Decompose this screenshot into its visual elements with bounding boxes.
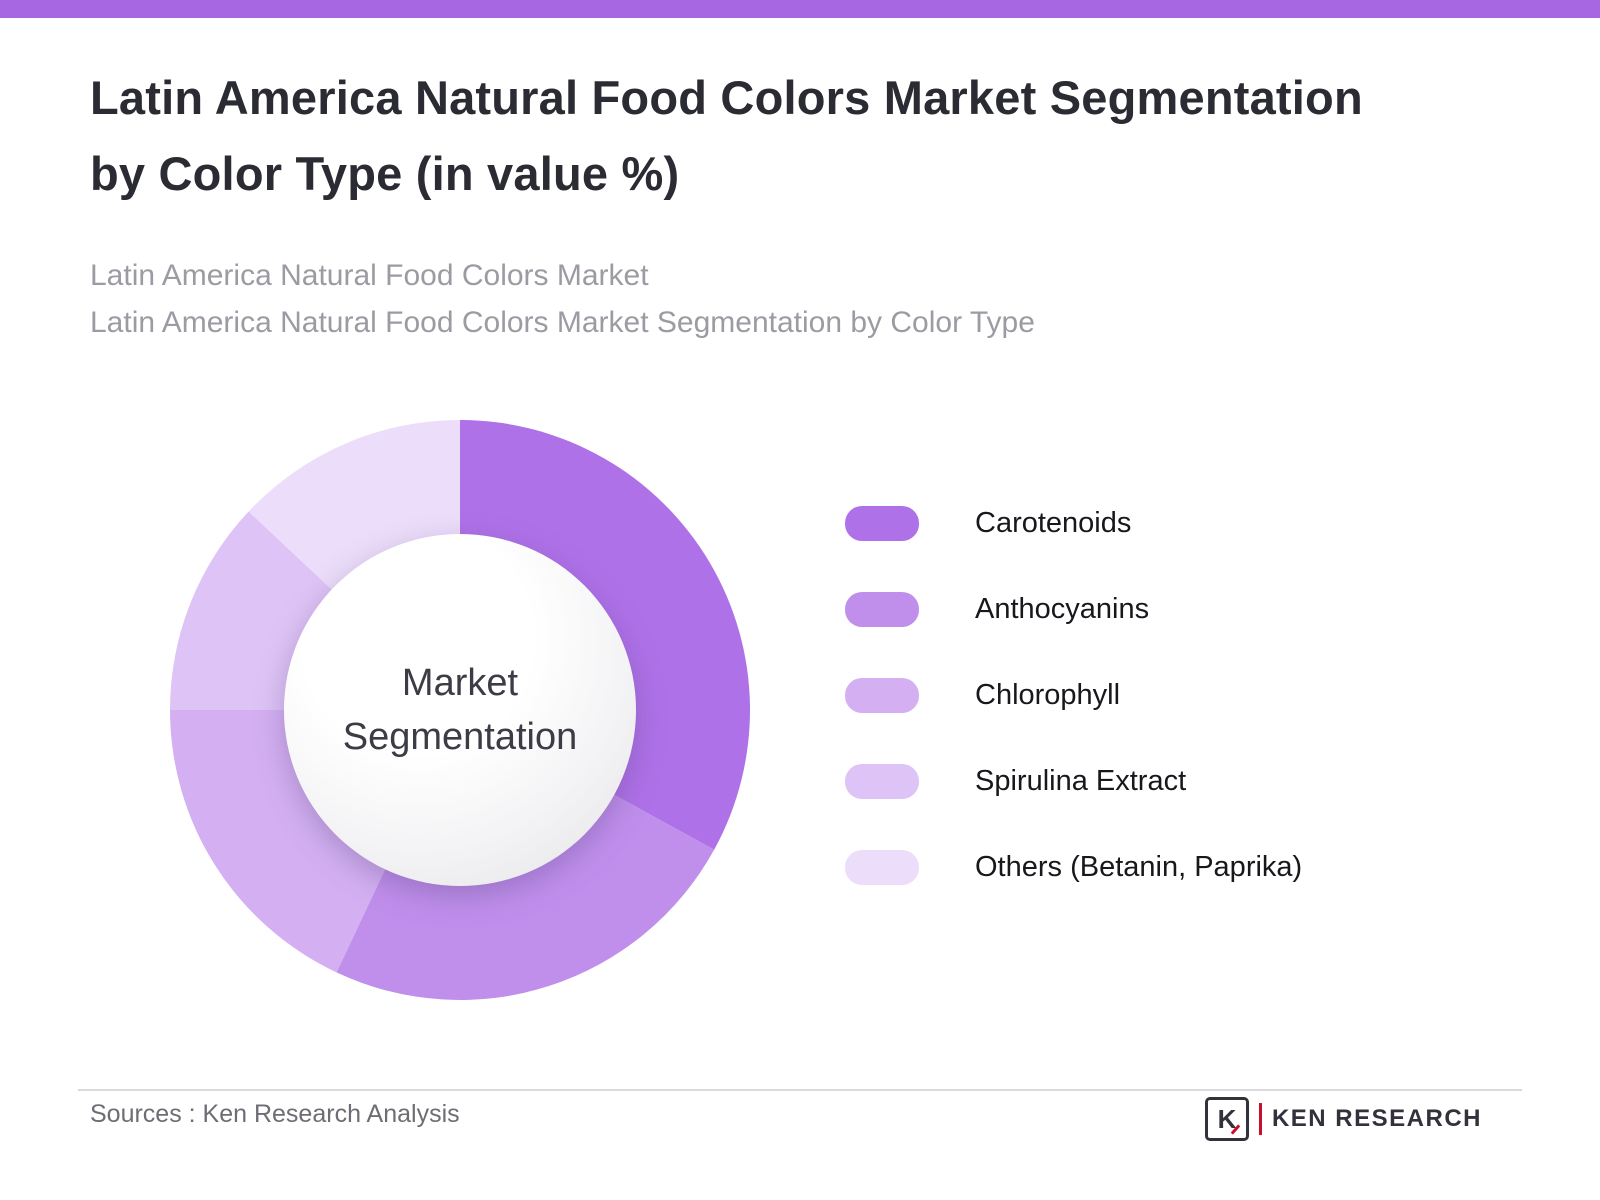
legend-item-others: Others (Betanin, Paprika) [845, 850, 1302, 885]
page-title-line2: by Color Type (in value %) [90, 147, 680, 200]
donut-segment-chlorophyll [169, 710, 387, 973]
legend-item-anthocyanins: Anthocyanins [845, 592, 1302, 627]
chart-subtitle-line1: Latin America Natural Food Colors Market [90, 259, 649, 292]
donut-chart: Market Segmentation [160, 410, 760, 1010]
logo-separator [1258, 1103, 1262, 1135]
legend-swatch-others [845, 850, 919, 885]
chart-legend: Carotenoids Anthocyanins Chlorophyll Spi… [845, 506, 1302, 885]
ken-research-logo-icon: K [1204, 1097, 1249, 1141]
ken-research-logo: K KEN RESEARCH [1204, 1097, 1482, 1141]
chart-subtitle: Latin America Natural Food Colors Market… [90, 252, 1035, 346]
donut-segment-others-betanin-paprika [248, 420, 460, 593]
page-title: Latin America Natural Food Colors Market… [90, 60, 1363, 212]
source-text: Sources : Ken Research Analysis [90, 1100, 460, 1128]
legend-label-carotenoids: Carotenoids [975, 507, 1132, 539]
donut-center-label: Market Segmentation [342, 662, 578, 758]
donut-chart-svg [169, 420, 751, 1001]
legend-swatch-anthocyanins [845, 592, 919, 627]
legend-label-others: Others (Betanin, Paprika) [975, 851, 1303, 883]
legend-swatch-chlorophyll [845, 678, 919, 713]
chart-subtitle-line2: Latin America Natural Food Colors Market… [90, 306, 1035, 339]
legend-item-chlorophyll: Chlorophyll [845, 678, 1302, 713]
legend-swatch-spirulina-extract [845, 764, 919, 799]
legend-item-spirulina-extract: Spirulina Extract [845, 764, 1302, 799]
legend-label-chlorophyll: Chlorophyll [975, 679, 1121, 711]
top-accent-bar [0, 0, 1600, 18]
legend-label-anthocyanins: Anthocyanins [975, 593, 1150, 625]
legend-swatch-carotenoids [845, 506, 919, 541]
legend-item-carotenoids: Carotenoids [845, 506, 1302, 541]
donut-segment-carotenoids [460, 420, 751, 850]
donut-center-circle: Market Segmentation [284, 534, 636, 886]
footer-divider [78, 1089, 1522, 1091]
page-title-line1: Latin America Natural Food Colors Market… [90, 71, 1363, 124]
donut-segment-anthocyanins [336, 792, 715, 1001]
legend-label-spirulina-extract: Spirulina Extract [975, 765, 1187, 797]
ken-research-logo-text: KEN RESEARCH [1271, 1105, 1482, 1132]
